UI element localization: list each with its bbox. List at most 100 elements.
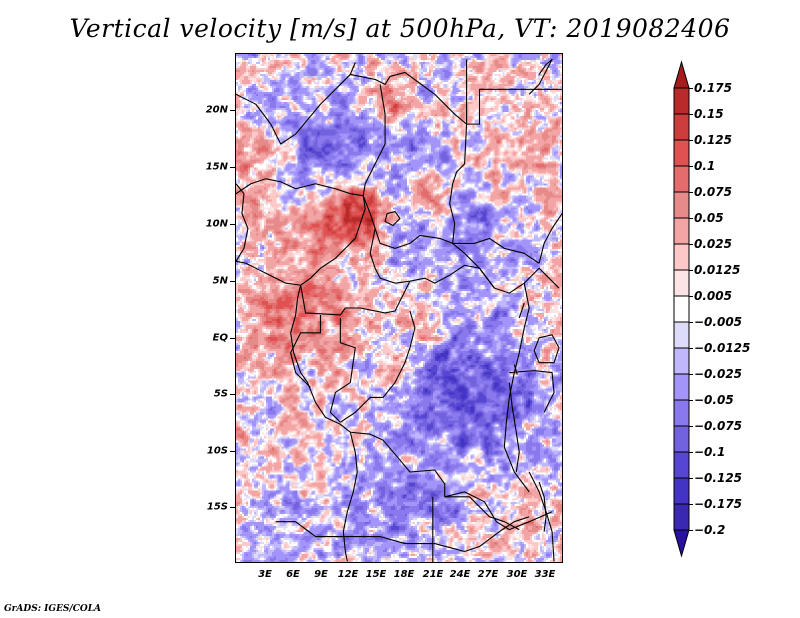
colorbar-label: −0.1	[694, 445, 726, 459]
colorbar-label: 0.025	[694, 237, 732, 251]
colorbar-swatch	[673, 399, 690, 427]
map-plot-area[interactable]	[235, 53, 563, 563]
border-cameroon-congo	[300, 280, 411, 316]
colorbar-label: −0.075	[694, 419, 743, 433]
colorbar-tick	[689, 504, 693, 505]
lon-label: 15E	[365, 569, 387, 580]
colorbar-tick	[689, 218, 693, 219]
colorbar-swatch	[673, 113, 690, 141]
lat-label: 15S	[206, 501, 228, 513]
colorbar-tick	[689, 478, 693, 479]
colorbar-swatch	[673, 503, 690, 531]
colorbar-swatch	[673, 269, 690, 297]
colorbar-label: −0.0125	[694, 341, 751, 355]
lon-label: 6E	[286, 569, 300, 580]
colorbar-label: −0.125	[694, 471, 743, 485]
colorbar-label: −0.05	[694, 393, 734, 407]
border-rwanda-burundi	[509, 370, 555, 413]
colorbar-label: −0.2	[694, 523, 726, 537]
lat-tick	[230, 338, 235, 339]
lat-label: 10S	[206, 445, 228, 457]
colorbar-tick	[689, 400, 693, 401]
lake-kivu	[513, 364, 518, 375]
lon-label: 27E	[477, 569, 499, 580]
lon-label: 12E	[337, 569, 359, 580]
colorbar-swatch	[673, 451, 690, 479]
colorbar-swatch	[673, 425, 690, 453]
coast-west-africa	[236, 260, 358, 562]
colorbar-swatch	[673, 373, 690, 401]
colorbar-swatch	[673, 217, 690, 245]
colorbar-tick	[689, 374, 693, 375]
border-gabon-congo	[329, 317, 356, 423]
border-congo-drc	[340, 310, 416, 423]
lat-tick	[230, 281, 235, 282]
border-niger-chad	[362, 84, 386, 196]
colorbar-swatch	[673, 87, 690, 115]
lat-label: 5N	[212, 275, 228, 287]
colorbar-tick	[689, 530, 693, 531]
colorbar-tick	[689, 166, 693, 167]
colorbar-label: −0.025	[694, 367, 743, 381]
border-sudan-south-sudan	[452, 237, 540, 264]
lon-label: 3E	[258, 569, 272, 580]
colorbar-tick	[689, 270, 693, 271]
border-south-sudan-drc-uganda	[494, 267, 560, 294]
lake-victoria	[533, 334, 560, 364]
border-nigeria-cameroon	[300, 195, 366, 286]
lat-label: 10N	[205, 218, 228, 230]
border-egypt-sudan	[466, 88, 562, 125]
colorbar-tick	[689, 88, 693, 89]
border-zambia-zimbabwe	[464, 516, 530, 553]
colorbar-swatch	[673, 165, 690, 193]
border-libya-chad	[350, 59, 468, 125]
colorbar-tick	[689, 452, 693, 453]
lake-tanganyika	[508, 382, 520, 473]
lat-label: 5S	[213, 388, 228, 400]
lon-label: 33E	[534, 569, 556, 580]
lon-label: 9E	[314, 569, 328, 580]
colorbar-tick	[689, 296, 693, 297]
lat-label: EQ	[212, 332, 228, 344]
colorbar-tick	[689, 114, 693, 115]
lat-tick	[230, 507, 235, 508]
colorbar-swatch	[673, 477, 690, 505]
border-niger-nigeria	[236, 178, 364, 197]
border-drc-angola-east	[444, 496, 520, 531]
colorbar-swatch	[673, 347, 690, 375]
border-sudan-eritrea-ethiopia	[538, 213, 562, 264]
colorbar-swatch	[673, 321, 690, 349]
lake-malawi	[538, 481, 547, 532]
vertical-velocity-field	[236, 54, 562, 562]
colorbar-label: 0.0125	[694, 263, 741, 277]
lat-tick	[230, 224, 235, 225]
lon-label: 24E	[449, 569, 471, 580]
lake-chad	[384, 211, 401, 227]
colorbar-label: 0.175	[694, 81, 732, 95]
lat-tick	[230, 167, 235, 168]
colorbar-label: 0.05	[694, 211, 724, 225]
country-borders	[236, 58, 562, 562]
colorbar-swatch	[673, 139, 690, 167]
colorbar-tick	[689, 244, 693, 245]
border-chad-car	[362, 195, 453, 249]
lon-label: 21E	[422, 569, 444, 580]
border-car-drc	[409, 264, 495, 289]
lat-tick	[230, 451, 235, 452]
colorbar-swatch	[673, 191, 690, 219]
colorbar-label: 0.125	[694, 133, 732, 147]
chart-title: Vertical velocity [m/s] at 500hPa, VT: 2…	[69, 14, 731, 43]
lon-label: 18E	[393, 569, 415, 580]
colorbar-tick	[689, 192, 693, 193]
colorbar-swatch	[673, 243, 690, 271]
border-uganda	[513, 283, 530, 373]
colorbar-label: 0.1	[694, 159, 716, 173]
colorbar-max-triangle	[673, 60, 690, 89]
lon-label: 30E	[506, 569, 528, 580]
border-gabon	[290, 314, 322, 388]
colorbar-label: 0.005	[694, 289, 732, 303]
colorbar-label: 0.075	[694, 185, 732, 199]
lat-tick	[230, 110, 235, 111]
colorbar-label: −0.005	[694, 315, 743, 329]
grads-credit: GrADS: IGES/COLA	[4, 604, 102, 614]
